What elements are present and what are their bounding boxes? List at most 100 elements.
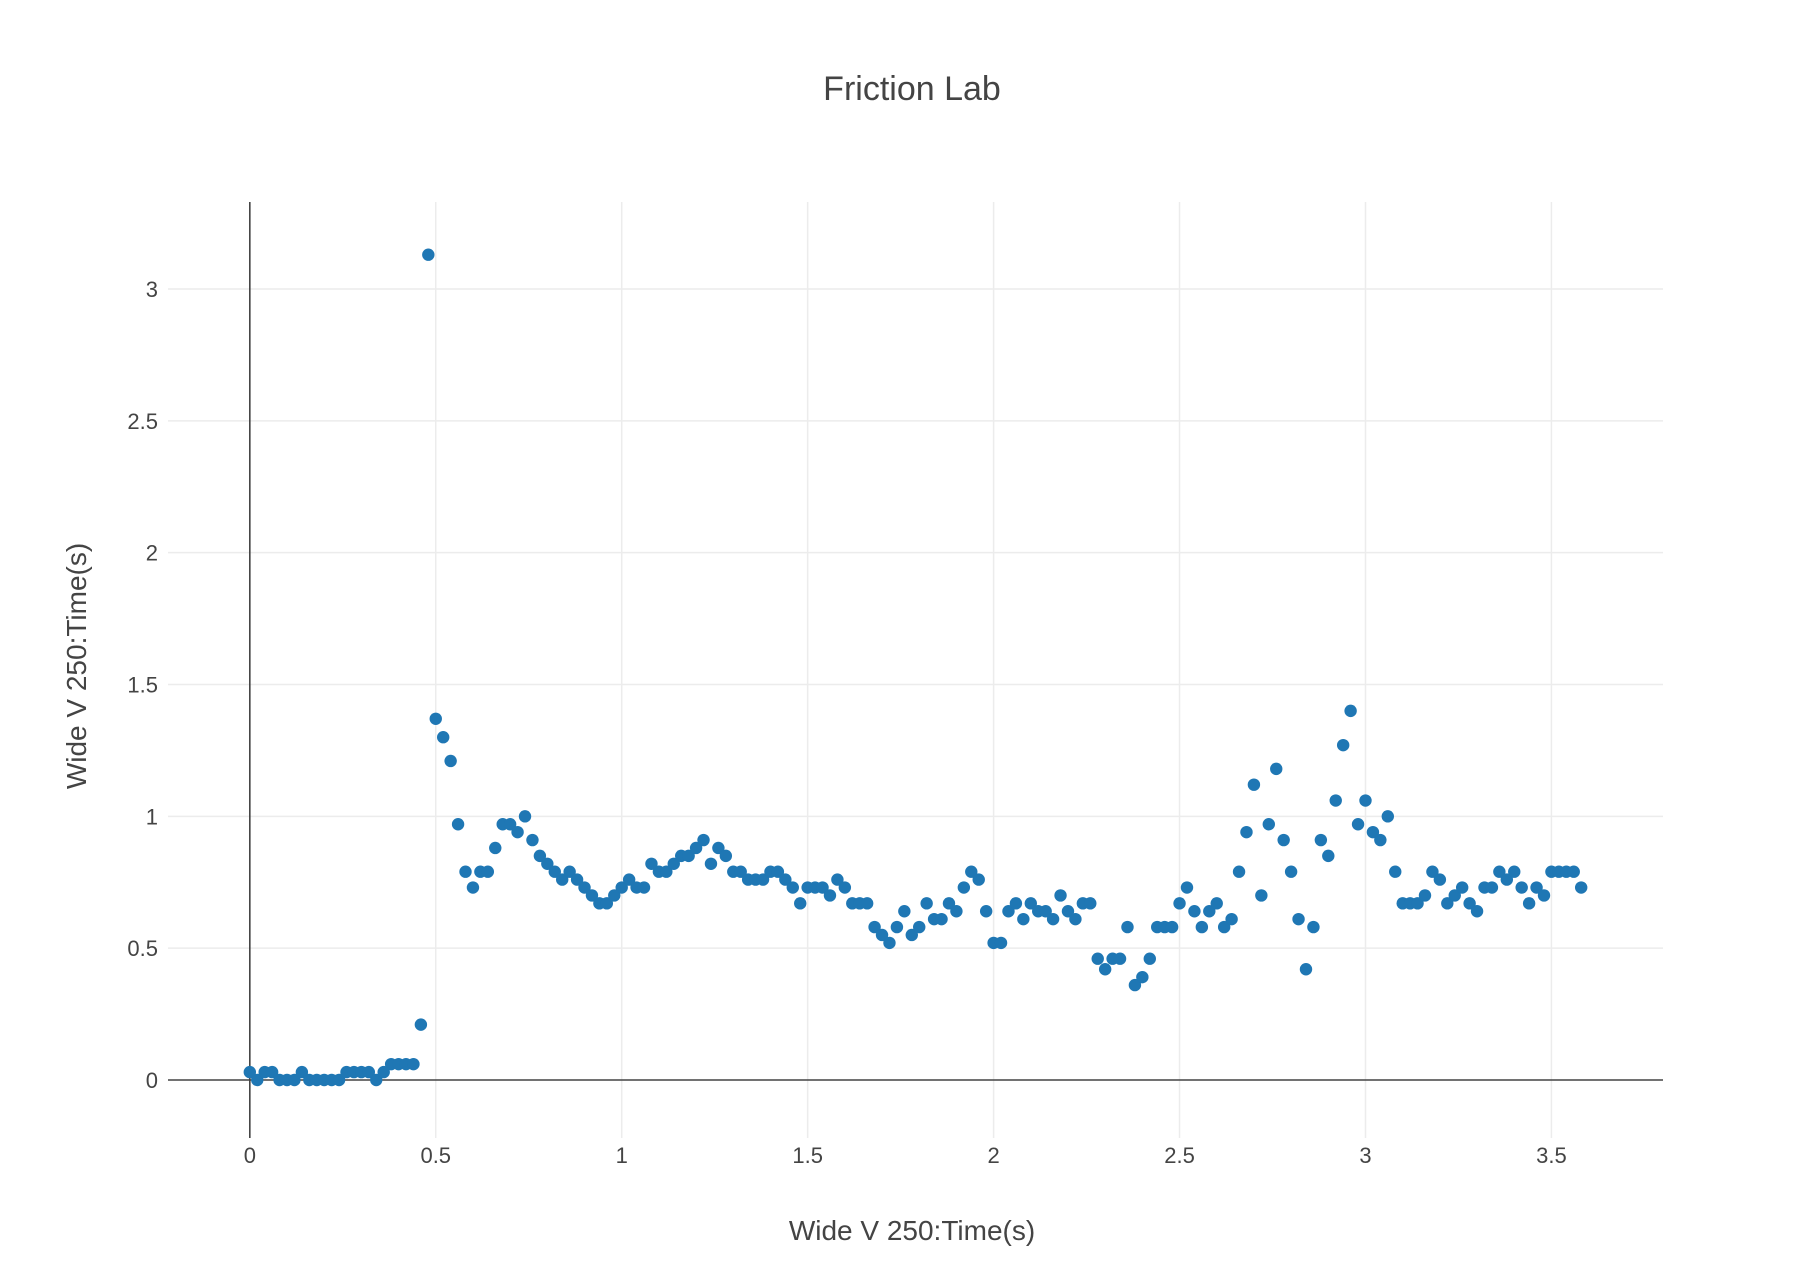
data-point[interactable] xyxy=(1344,704,1357,718)
data-point[interactable] xyxy=(265,1065,279,1079)
data-point[interactable] xyxy=(288,1073,301,1087)
data-point[interactable] xyxy=(1485,881,1499,894)
data-point[interactable] xyxy=(823,889,837,902)
data-point[interactable] xyxy=(794,897,807,910)
data-point[interactable] xyxy=(637,881,651,894)
data-point[interactable] xyxy=(667,857,680,870)
data-point[interactable] xyxy=(332,1073,346,1087)
data-point[interactable] xyxy=(1210,897,1223,910)
data-point[interactable] xyxy=(1247,778,1261,791)
data-point[interactable] xyxy=(1515,881,1528,894)
data-point[interactable] xyxy=(860,897,874,910)
data-point[interactable] xyxy=(1359,794,1372,807)
data-point[interactable] xyxy=(979,905,993,918)
data-point[interactable] xyxy=(994,936,1008,950)
data-point[interactable] xyxy=(362,1065,376,1079)
data-point[interactable] xyxy=(905,928,918,942)
data-point[interactable] xyxy=(645,857,658,870)
data-point[interactable] xyxy=(1366,825,1380,839)
data-point[interactable] xyxy=(1455,881,1469,894)
data-point[interactable] xyxy=(1098,963,1112,976)
data-point[interactable] xyxy=(511,825,524,839)
data-point[interactable] xyxy=(370,1073,383,1087)
data-point[interactable] xyxy=(1574,881,1588,894)
data-points[interactable] xyxy=(243,248,1588,1087)
data-point[interactable] xyxy=(503,818,517,831)
data-point[interactable] xyxy=(898,905,911,918)
data-point[interactable] xyxy=(1017,912,1030,926)
data-point[interactable] xyxy=(1195,920,1209,934)
data-point[interactable] xyxy=(444,754,457,768)
data-point[interactable] xyxy=(1411,897,1424,910)
data-point[interactable] xyxy=(1024,897,1037,910)
data-point[interactable] xyxy=(838,881,852,894)
data-point[interactable] xyxy=(972,873,985,886)
data-point[interactable] xyxy=(377,1065,390,1079)
data-point[interactable] xyxy=(1255,889,1268,902)
data-point[interactable] xyxy=(660,865,673,878)
data-point[interactable] xyxy=(243,1065,257,1079)
data-point[interactable] xyxy=(414,1018,428,1031)
data-point[interactable] xyxy=(1441,897,1454,910)
data-point[interactable] xyxy=(712,841,725,855)
data-point[interactable] xyxy=(1061,905,1075,918)
data-point[interactable] xyxy=(1180,881,1194,894)
data-point[interactable] xyxy=(578,881,591,894)
data-point[interactable] xyxy=(1322,849,1335,863)
data-point[interactable] xyxy=(1381,810,1395,823)
data-point[interactable] xyxy=(481,865,495,878)
data-point[interactable] xyxy=(868,920,881,934)
data-point[interactable] xyxy=(1188,905,1201,918)
data-point[interactable] xyxy=(1567,865,1580,878)
data-point[interactable] xyxy=(689,841,703,855)
data-point[interactable] xyxy=(1470,905,1484,918)
data-point[interactable] xyxy=(600,897,614,910)
data-point[interactable] xyxy=(436,731,450,744)
data-point[interactable] xyxy=(756,873,770,886)
data-point[interactable] xyxy=(1084,897,1097,910)
data-point[interactable] xyxy=(950,905,963,918)
data-point[interactable] xyxy=(548,865,561,878)
data-point[interactable] xyxy=(1389,865,1402,878)
data-point[interactable] xyxy=(1329,794,1342,807)
data-point[interactable] xyxy=(1046,912,1060,926)
data-point[interactable] xyxy=(1165,920,1179,934)
data-point[interactable] xyxy=(1307,920,1320,934)
data-point[interactable] xyxy=(1299,963,1313,976)
data-point[interactable] xyxy=(682,849,695,863)
data-point[interactable] xyxy=(407,1057,420,1071)
data-point[interactable] xyxy=(1426,865,1439,878)
data-point[interactable] xyxy=(1336,738,1350,752)
data-point[interactable] xyxy=(1225,912,1238,926)
data-point[interactable] xyxy=(429,712,442,725)
data-point[interactable] xyxy=(890,920,904,934)
data-point[interactable] xyxy=(734,865,747,878)
data-point[interactable] xyxy=(1143,952,1156,965)
data-point[interactable] xyxy=(779,873,792,886)
data-point[interactable] xyxy=(295,1065,309,1079)
data-point[interactable] xyxy=(1448,889,1461,902)
data-point[interactable] xyxy=(935,912,948,926)
data-point[interactable] xyxy=(1500,873,1514,886)
data-point[interactable] xyxy=(489,841,502,855)
data-point[interactable] xyxy=(786,881,799,894)
data-point[interactable] xyxy=(704,857,718,870)
data-point[interactable] xyxy=(1433,873,1447,886)
data-point[interactable] xyxy=(1537,889,1551,902)
data-point[interactable] xyxy=(1069,912,1082,926)
data-point[interactable] xyxy=(1173,897,1186,910)
data-point[interactable] xyxy=(920,897,933,910)
data-point[interactable] xyxy=(1128,978,1142,992)
data-point[interactable] xyxy=(1463,897,1476,910)
data-point[interactable] xyxy=(942,897,956,910)
data-point[interactable] xyxy=(1493,865,1506,878)
data-point[interactable] xyxy=(533,849,547,863)
data-point[interactable] xyxy=(1522,897,1536,910)
data-point[interactable] xyxy=(1418,889,1432,902)
data-point[interactable] xyxy=(1091,952,1104,965)
data-point[interactable] xyxy=(771,865,785,878)
data-point[interactable] xyxy=(719,849,733,863)
data-point[interactable] xyxy=(1277,833,1290,847)
data-point[interactable] xyxy=(883,936,896,950)
data-point[interactable] xyxy=(615,881,628,894)
